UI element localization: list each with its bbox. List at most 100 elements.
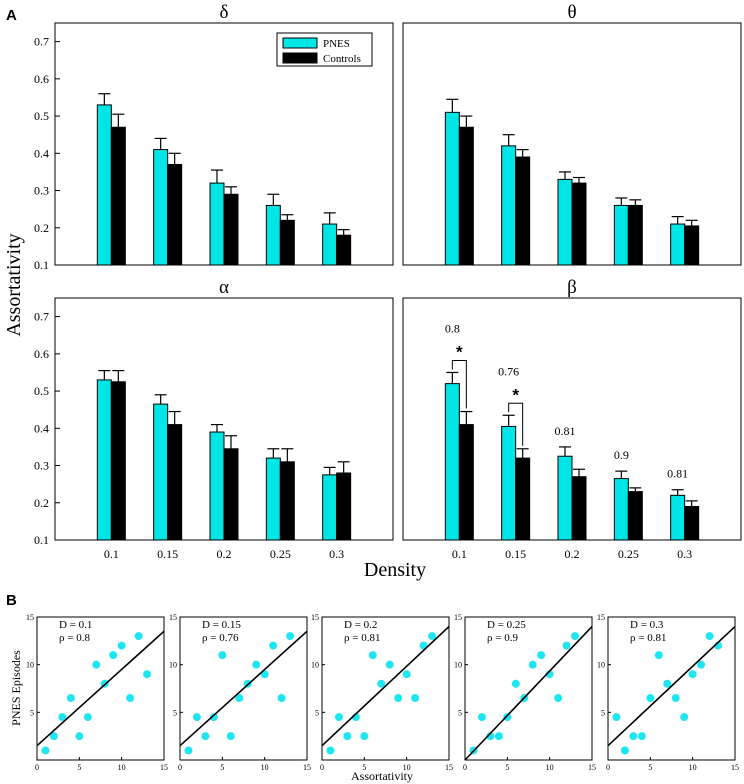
y-tick-label: 0.3 bbox=[34, 459, 49, 473]
bar-pnes bbox=[501, 145, 517, 266]
scatter-point bbox=[637, 732, 646, 741]
scatter-point bbox=[562, 641, 571, 650]
bar-controls bbox=[458, 126, 474, 266]
bar-controls bbox=[515, 457, 531, 541]
scatter-point bbox=[528, 660, 537, 669]
scatter-frame bbox=[464, 616, 593, 761]
fit-line bbox=[179, 630, 308, 747]
scatter-density-label: D = 0.2 bbox=[344, 619, 377, 631]
bar-pnes bbox=[670, 494, 686, 541]
scatter-frame bbox=[36, 616, 165, 761]
scatter-point bbox=[663, 679, 672, 688]
scatter-point bbox=[117, 641, 126, 650]
y-tick-label: 10 bbox=[311, 661, 319, 670]
x-tick-label: 5 bbox=[220, 763, 224, 772]
bar-pnes bbox=[557, 178, 573, 266]
scatter-point bbox=[511, 679, 520, 688]
legend-swatch-controls bbox=[282, 52, 318, 64]
bar-pnes bbox=[265, 457, 281, 541]
scatter-point bbox=[646, 694, 655, 703]
bar-controls bbox=[279, 219, 295, 266]
bar-controls bbox=[223, 448, 239, 541]
scatter-charts: 0 5 10 15 5 10 15 D = 0.1ρ = 0.8 0 5 10 15 5 10 15 D = … bbox=[26, 613, 739, 772]
y-tick-label: 15 bbox=[311, 613, 319, 622]
bar-controls bbox=[110, 126, 126, 266]
x-tick-label: 5 bbox=[648, 763, 652, 772]
scatter-point bbox=[486, 732, 495, 741]
significance-star: * bbox=[512, 385, 519, 404]
scatter-point bbox=[612, 713, 621, 722]
fit-line bbox=[36, 630, 165, 747]
y-tick-label: 0.2 bbox=[34, 221, 49, 235]
scatter-point bbox=[428, 632, 437, 641]
x-tick-label: 15 bbox=[731, 763, 739, 772]
scatter-point bbox=[411, 694, 420, 703]
scatter-rho-label: ρ = 0.9 bbox=[487, 632, 518, 644]
bar-pnes bbox=[153, 149, 169, 266]
y-tick-label: 0.7 bbox=[34, 310, 49, 324]
scatter-point bbox=[134, 632, 143, 641]
x-tick-label: 0.3 bbox=[677, 547, 692, 561]
scatter-point bbox=[58, 713, 67, 722]
bar-controls bbox=[627, 204, 643, 266]
legend-swatch-pnes bbox=[282, 37, 318, 49]
scatter-point bbox=[126, 694, 135, 703]
scatter-point bbox=[394, 694, 403, 703]
chart-title: β bbox=[567, 277, 577, 298]
scatter-point bbox=[41, 746, 50, 755]
bar-pnes bbox=[613, 204, 629, 266]
scatter-density-label: D = 0.15 bbox=[202, 619, 241, 631]
scatter-point bbox=[66, 694, 75, 703]
x-tick-label: 0.3 bbox=[329, 547, 344, 561]
y-tick-label: 10 bbox=[169, 661, 177, 670]
y-tick-label: 15 bbox=[597, 613, 605, 622]
fit-line bbox=[464, 625, 593, 761]
scatter-frame bbox=[607, 616, 736, 761]
x-tick-label: 0 bbox=[463, 763, 467, 772]
significance-star: * bbox=[456, 342, 463, 361]
scatter-point bbox=[654, 651, 663, 660]
bar-pnes bbox=[444, 383, 460, 541]
x-tick-label: 0.2 bbox=[565, 547, 580, 561]
bar-ylabel: Assortativity bbox=[3, 233, 25, 336]
y-tick-label: 5 bbox=[30, 708, 34, 717]
x-tick-label: 15 bbox=[303, 763, 311, 772]
scatter-xlabel: Assortativity bbox=[351, 769, 413, 783]
x-tick-label: 5 bbox=[505, 763, 509, 772]
scatter-point bbox=[537, 651, 546, 660]
bar-pnes bbox=[96, 104, 112, 266]
scatter-point bbox=[326, 746, 335, 755]
scatter-point bbox=[705, 632, 714, 641]
scatter-rho-label: ρ = 0.81 bbox=[630, 632, 666, 644]
scatter-point bbox=[629, 732, 638, 741]
x-tick-label: 0 bbox=[178, 763, 182, 772]
x-tick-label: 0.25 bbox=[618, 547, 639, 561]
bar-pnes bbox=[209, 182, 225, 266]
x-tick-label: 5 bbox=[362, 763, 366, 772]
scatter-point bbox=[226, 732, 235, 741]
scatter-point bbox=[201, 732, 210, 741]
scatter-point bbox=[49, 732, 58, 741]
x-tick-label: 10 bbox=[546, 763, 554, 772]
scatter-density-label: D = 0.3 bbox=[630, 619, 664, 631]
x-tick-label: 0.1 bbox=[452, 547, 467, 561]
bar-pnes bbox=[670, 223, 686, 266]
x-tick-label: 0.2 bbox=[217, 547, 232, 561]
scatter-point bbox=[92, 660, 101, 669]
legend-label-controls: Controls bbox=[323, 53, 361, 65]
bar-charts: δ 0.1 0.2 0.3 0.4 0.5 0.6 0.7 PNES Controls θ α 0.1 0… bbox=[34, 2, 742, 561]
panel-label-a: A bbox=[6, 7, 17, 24]
fit-line bbox=[607, 625, 736, 747]
y-tick-label: 0.6 bbox=[34, 347, 49, 361]
scatter-point bbox=[252, 660, 261, 669]
scatter-rho-label: ρ = 0.81 bbox=[344, 632, 380, 644]
legend: PNES Controls bbox=[276, 32, 373, 67]
rho-annotation: 0.81 bbox=[667, 467, 688, 481]
bar-chart-bar-alpha: α 0.1 0.15 0.2 0.25 0.3 0.1 0.2 0.3 0.4 0.5 0.6 0.7 bbox=[34, 277, 394, 561]
scatter-density-label: D = 0.25 bbox=[487, 619, 526, 631]
scatter-panel-5: 0 5 10 15 5 10 15 D = 0.3ρ = 0.81 bbox=[597, 613, 739, 772]
scatter-panel-4: 0 5 10 15 5 10 15 D = 0.25ρ = 0.9 bbox=[454, 613, 596, 772]
bar-chart-bar-delta: δ 0.1 0.2 0.3 0.4 0.5 0.6 0.7 PNES Controls bbox=[34, 2, 394, 272]
significance-bracket bbox=[508, 402, 524, 446]
x-tick-label: 15 bbox=[445, 763, 453, 772]
